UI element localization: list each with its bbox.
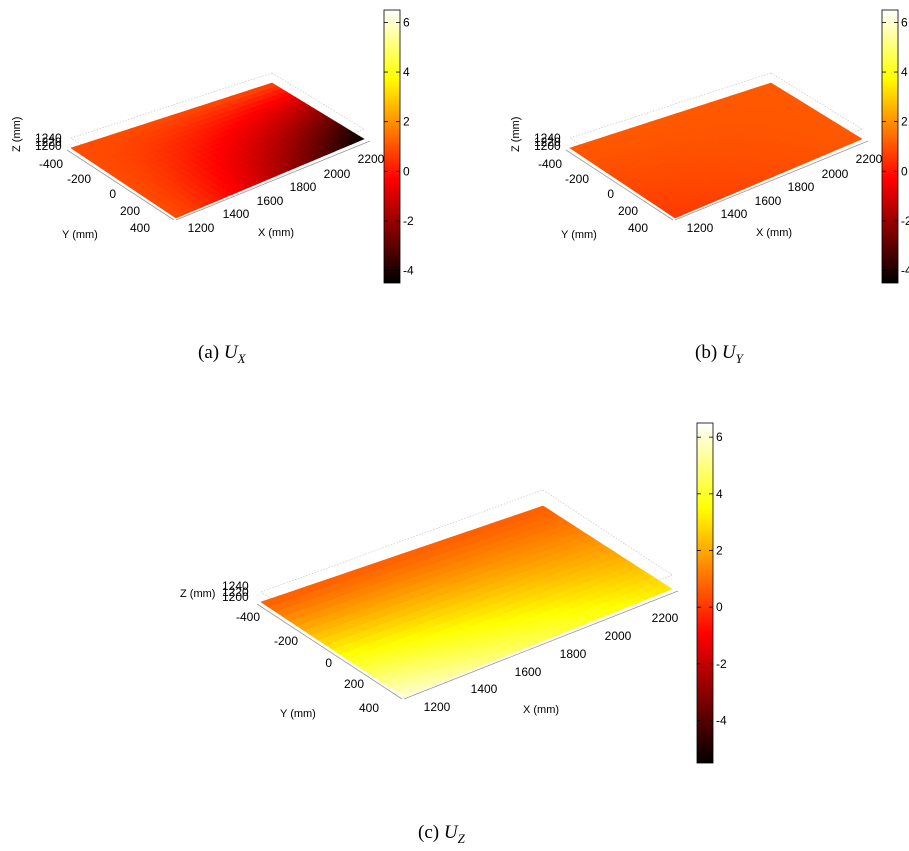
x-tick-label: 1600	[257, 194, 284, 208]
x-axis-line	[175, 140, 371, 221]
x-tick-label: 1800	[290, 180, 317, 194]
y-tick-label: 0	[607, 187, 614, 201]
caption-a: (a) UX	[198, 342, 246, 366]
caption-c: (c) UZ	[418, 822, 465, 846]
z-tick-label: 1200	[222, 590, 249, 604]
axes-box-edge	[569, 72, 772, 139]
x-tick-label: 1400	[721, 207, 748, 221]
colorbar-tick-label: 0	[716, 600, 723, 614]
y-tick-label: 400	[628, 221, 648, 235]
x-tick-label: 2200	[358, 152, 385, 166]
y-tick-label: 400	[359, 701, 379, 715]
colorbar-tick-label: -4	[901, 264, 909, 278]
colorbar-tick-label: -2	[403, 214, 414, 228]
surface-cell	[763, 82, 777, 89]
y-tick-label: 200	[120, 204, 140, 218]
x-tick-label: 1400	[223, 207, 250, 221]
y-tick-label: 200	[618, 204, 638, 218]
panel-a-ux-surface-plot: 1200140016001800200022004002000-200-4001…	[11, 9, 414, 284]
y-axis-line	[66, 149, 175, 221]
z-tick-label: 1240	[534, 131, 561, 145]
colorbar: 6 4 2 0 -2 -4	[881, 9, 909, 284]
colorbar-tick-label: 6	[716, 430, 723, 444]
colorbar-tick-label: 4	[901, 65, 908, 79]
x-tick-label: 1400	[471, 682, 498, 696]
colorbar-tick-label: -2	[901, 214, 909, 228]
z-axis-label: Z (mm)	[180, 588, 215, 600]
y-axis-label: Y (mm)	[62, 229, 98, 241]
z-tick-label: 1220	[35, 135, 62, 149]
y-tick-label: -400	[39, 157, 63, 171]
colorbar-gradient	[696, 422, 714, 764]
colorbar-tick-label: 0	[403, 164, 410, 178]
x-tick-label: 1800	[560, 647, 587, 661]
x-tick-label: 1200	[188, 221, 215, 235]
y-tick-label: 0	[325, 656, 332, 670]
x-axis-line	[674, 140, 869, 221]
x-tick-label: 2200	[652, 611, 679, 625]
z-tick-label: 1220	[222, 585, 249, 599]
surface-cell	[532, 505, 551, 514]
y-axis-label: Y (mm)	[280, 708, 316, 720]
colorbar-tick-label: 2	[901, 115, 908, 129]
x-tick-label: 2000	[605, 629, 632, 643]
y-axis-line	[256, 603, 403, 700]
y-tick-label: -200	[565, 172, 589, 186]
colorbar-tick-label: -2	[716, 657, 727, 671]
z-tick-label: 1240	[35, 131, 62, 145]
y-tick-label: -200	[274, 634, 298, 648]
y-tick-label: -400	[236, 610, 260, 624]
y-tick-label: -200	[67, 172, 91, 186]
x-tick-label: 2000	[324, 167, 351, 181]
x-tick-label: 1600	[515, 665, 542, 679]
x-axis-label: X (mm)	[756, 227, 792, 239]
y-tick-label: 200	[344, 677, 364, 691]
colorbar: 6 4 2 0 -2 -4	[383, 9, 414, 284]
x-tick-label: 2200	[856, 152, 883, 166]
y-axis-line	[565, 149, 674, 221]
caption-b: (b) UY	[695, 342, 743, 366]
x-tick-label: 1200	[687, 221, 714, 235]
y-tick-label: 0	[109, 187, 116, 201]
x-axis-label: X (mm)	[258, 227, 294, 239]
colorbar-tick-label: -4	[403, 264, 414, 278]
x-axis-line	[403, 590, 679, 700]
x-tick-label: 1600	[755, 194, 782, 208]
surface	[70, 82, 365, 219]
z-tick-label: 1240	[222, 579, 249, 593]
axes-box-edge	[260, 489, 544, 593]
colorbar-tick-label: 4	[716, 487, 723, 501]
colorbar-tick-label: 0	[901, 164, 908, 178]
y-tick-label: 400	[130, 221, 150, 235]
panel-c-uz-surface-plot: 1200140016001800200022004002000-200-4001…	[180, 422, 727, 764]
axes-box-edge	[70, 72, 273, 139]
z-tick-label: 1220	[534, 135, 561, 149]
colorbar-tick-label: 6	[901, 15, 908, 29]
surface-cell	[264, 82, 278, 89]
z-tick-label: 1200	[534, 139, 561, 153]
y-tick-label: -400	[538, 157, 562, 171]
colorbar-tick-label: 2	[403, 115, 410, 129]
panel-b-uy-surface-plot: 1200140016001800200022004002000-200-4001…	[510, 9, 909, 284]
surface	[260, 505, 673, 698]
x-tick-label: 2000	[822, 167, 849, 181]
colorbar-tick-label: 2	[716, 544, 723, 558]
z-tick-label: 1200	[35, 139, 62, 153]
colorbar-gradient	[383, 9, 401, 284]
colorbar-gradient	[881, 9, 899, 284]
x-tick-label: 1200	[424, 700, 451, 714]
z-axis-label: Z (mm)	[510, 117, 522, 152]
x-axis-label: X (mm)	[523, 704, 559, 716]
colorbar-tick-label: 4	[403, 65, 410, 79]
surface	[569, 82, 863, 219]
x-tick-label: 1800	[788, 180, 815, 194]
colorbar-tick-label: 6	[403, 15, 410, 29]
colorbar: 6 4 2 0 -2 -4	[696, 422, 727, 764]
z-axis-label: Z (mm)	[11, 117, 23, 152]
y-axis-label: Y (mm)	[561, 229, 597, 241]
colorbar-tick-label: -4	[716, 714, 727, 728]
